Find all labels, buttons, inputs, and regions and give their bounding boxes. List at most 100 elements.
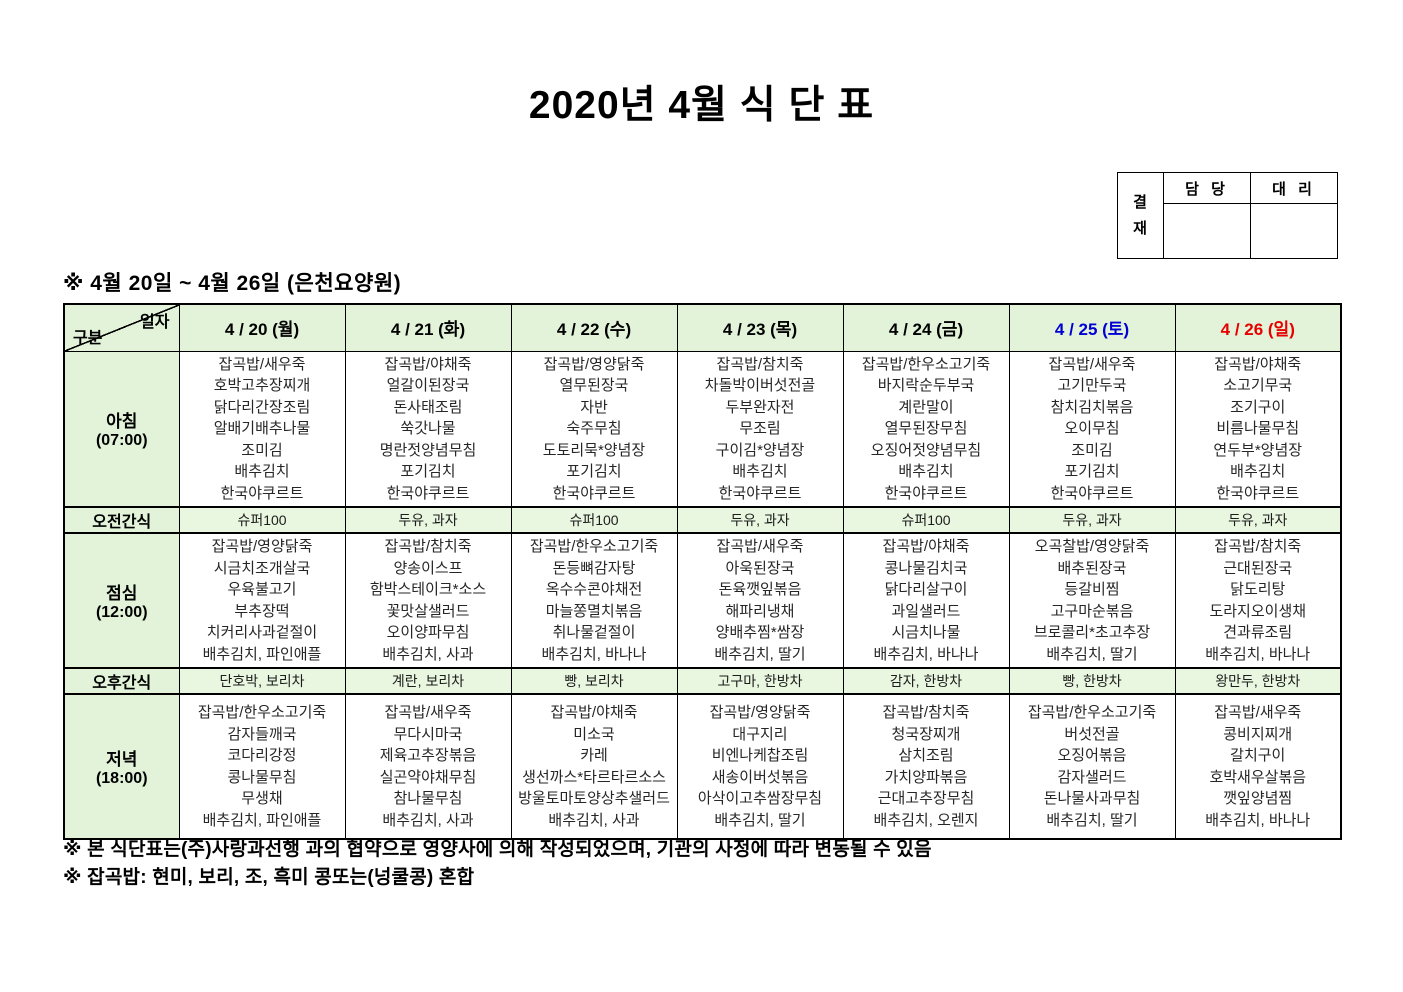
menu-item: 잡곡밥/한우소고기죽 bbox=[861, 355, 991, 373]
meal-row: 저녁 (18:00) 잡곡밥/한우소고기죽 감자들깨국 코다리강정 콩나물무침 무생채 배추김… bbox=[63, 693, 1342, 840]
snack-cell: 슈퍼100 bbox=[510, 506, 678, 534]
snack-cell: 계란, 보리차 bbox=[344, 667, 512, 695]
approval-header-row: 담 당 대 리 bbox=[1164, 173, 1337, 203]
menu-item: 도라지오이생채 bbox=[1209, 602, 1307, 620]
menu-item: 한국야쿠르트 bbox=[1050, 484, 1134, 502]
menu-item: 돈사태조림 bbox=[393, 398, 463, 416]
day-header-5: 4 / 24 (금) bbox=[842, 303, 1010, 352]
corner-label-category: 구분 bbox=[73, 329, 103, 347]
menu-item: 열무된장무침 bbox=[884, 420, 968, 437]
menu-cell: 잡곡밥/영양닭죽 열무된장국 자반 숙주무침 도토리묵*양념장 포기김치 한국야쿠르트 bbox=[510, 350, 678, 508]
approval-columns: 담 당 대 리 bbox=[1164, 173, 1337, 258]
snack-cell: 두유, 과자 bbox=[676, 506, 844, 534]
menu-cell: 잡곡밥/새우죽 콩비지찌개 갈치구이 호박새우살볶음 깻잎양념찜 배추김치, 바나나 bbox=[1174, 693, 1342, 840]
snack-row: 오후간식 단호박, 보리차 계란, 보리차 빵, 보리차 고구마, 한방차 감자, 한방차… bbox=[63, 667, 1342, 695]
menu-item: 한국야쿠르트 bbox=[552, 484, 636, 502]
menu-item: 배추김치, 바나나 bbox=[873, 645, 979, 663]
menu-item: 오이양파무침 bbox=[386, 624, 470, 641]
menu-item: 배추김치 bbox=[732, 463, 788, 480]
menu-item: 포기김치 bbox=[1064, 463, 1120, 480]
menu-item: 잡곡밥/참치죽 bbox=[1214, 538, 1302, 555]
menu-cell: 잡곡밥/참치죽 청국장찌개 삼치조림 가치양파볶음 근대고추장무침 배추김치, 오렌지 bbox=[842, 693, 1010, 840]
menu-item: 포기김치 bbox=[400, 463, 456, 480]
approval-signature-row bbox=[1164, 203, 1337, 258]
menu-item: 배추김치, 사과 bbox=[548, 811, 640, 829]
menu-cell: 잡곡밥/새우죽 호박고추장찌개 닭다리간장조림 알배기배추나물 조미김 배추김치 한국야쿠르… bbox=[178, 350, 346, 508]
menu-item: 미소국 bbox=[573, 725, 615, 743]
menu-cell: 잡곡밥/새우죽 아욱된장국 돈육깻잎볶음 해파리냉채 양배추찜*쌈장 배추김치, 딸기 bbox=[676, 532, 844, 669]
week-range-subtitle: ※ 4월 20일 ~ 4월 26일 (은천요양원) bbox=[63, 272, 402, 295]
snack-cell: 빵, 한방차 bbox=[1008, 667, 1176, 695]
approval-signature-cell-1 bbox=[1164, 204, 1251, 258]
menu-item: 잡곡밥/새우죽 bbox=[1048, 355, 1136, 373]
menu-item: 양배추찜*쌈장 bbox=[715, 624, 805, 641]
menu-item: 얼갈이된장국 bbox=[386, 377, 470, 394]
menu-cell: 오곡찰밥/영양닭죽 배추된장국 등갈비찜 고구마순볶음 브로콜리*초고추장 배추김치, 딸… bbox=[1008, 532, 1176, 669]
menu-cell: 잡곡밥/새우죽 고기만두국 참치김치볶음 오이무침 조미김 포기김치 한국야쿠르트 bbox=[1008, 350, 1176, 508]
menu-item: 잡곡밥/야채죽 bbox=[384, 355, 472, 373]
approval-signature-cell-2 bbox=[1251, 204, 1337, 258]
menu-item: 돈육깻잎볶음 bbox=[718, 581, 802, 598]
snack-cell: 고구마, 한방차 bbox=[676, 667, 844, 695]
menu-item: 제육고추장볶음 bbox=[379, 747, 477, 764]
menu-item: 실곤약야채무침 bbox=[379, 768, 477, 786]
menu-item: 잡곡밥/한우소고기죽 bbox=[1027, 704, 1157, 721]
menu-item: 조기구이 bbox=[1230, 398, 1286, 416]
approval-col-in-charge: 담 당 bbox=[1164, 173, 1251, 203]
menu-item: 조미김 bbox=[1071, 441, 1113, 459]
menu-cell: 잡곡밥/새우죽 무다시마국 제육고추장볶음 실곤약야채무침 참나물무침 배추김치, 사과 bbox=[344, 693, 512, 840]
menu-item: 바지락순두부국 bbox=[877, 377, 975, 394]
snack-cell: 감자, 한방차 bbox=[842, 667, 1010, 695]
menu-item: 치커리사과겉절이 bbox=[206, 624, 318, 641]
menu-item: 감자샐러드 bbox=[1057, 768, 1127, 786]
menu-item: 배추김치, 파인애플 bbox=[202, 811, 322, 829]
menu-item: 잡곡밥/새우죽 bbox=[716, 538, 804, 555]
menu-item: 명란젓양념무침 bbox=[379, 441, 477, 459]
page-title: 2020년 4월 식 단 표 bbox=[528, 84, 875, 127]
approval-label-char2: 재 bbox=[1133, 219, 1148, 237]
menu-item: 연두부*양념장 bbox=[1213, 441, 1303, 459]
menu-item: 한국야쿠르트 bbox=[386, 484, 470, 502]
menu-item: 배추김치, 사과 bbox=[382, 645, 474, 663]
menu-item: 잡곡밥/참치죽 bbox=[716, 355, 804, 373]
menu-item: 비엔나케찹조림 bbox=[711, 747, 809, 764]
menu-item: 한국야쿠르트 bbox=[1216, 484, 1300, 502]
menu-item: 배추김치, 딸기 bbox=[1046, 811, 1138, 829]
day-header-6: 4 / 25 (토) bbox=[1008, 303, 1176, 352]
menu-item: 잡곡밥/참치죽 bbox=[384, 538, 472, 555]
menu-item: 고구마순볶음 bbox=[1050, 602, 1134, 620]
menu-item: 시금치조개살국 bbox=[213, 559, 311, 577]
menu-item: 해파리냉채 bbox=[725, 602, 795, 620]
menu-item: 코다리강정 bbox=[227, 747, 297, 764]
menu-item: 잡곡밥/한우소고기죽 bbox=[197, 704, 327, 721]
menu-item: 꽃맛살샐러드 bbox=[386, 602, 470, 620]
snack-cell: 단호박, 보리차 bbox=[178, 667, 346, 695]
day-header-7: 4 / 26 (일) bbox=[1174, 303, 1342, 352]
menu-item: 시금치나물 bbox=[891, 624, 961, 641]
menu-item: 배추김치 bbox=[234, 463, 290, 480]
menu-item: 잡곡밥/영양닭죽 bbox=[211, 538, 313, 555]
menu-item: 배추김치, 바나나 bbox=[541, 645, 647, 663]
meal-time: (07:00) bbox=[95, 432, 148, 450]
day-header-3: 4 / 22 (수) bbox=[510, 303, 678, 352]
menu-item: 구이김*양념장 bbox=[715, 441, 805, 459]
menu-table: 일자 구분 4 / 20 (월) 4 / 21 (화) 4 / 22 (수) 4 / … bbox=[63, 303, 1342, 840]
menu-item: 새송이버섯볶음 bbox=[711, 768, 809, 786]
menu-item: 방울토마토양상추샐러드 bbox=[518, 790, 670, 807]
snack-cell: 두유, 과자 bbox=[344, 506, 512, 534]
menu-item: 가치양파볶음 bbox=[884, 768, 968, 786]
menu-item: 배추김치, 오렌지 bbox=[873, 811, 979, 829]
menu-cell: 잡곡밥/영양닭죽 시금치조개살국 우육불고기 부추장떡 치커리사과겉절이 배추김치, 파인… bbox=[178, 532, 346, 669]
menu-item: 잡곡밥/영양닭죽 bbox=[543, 355, 645, 373]
menu-item: 알배기배추나물 bbox=[213, 420, 311, 437]
menu-item: 한국야쿠르트 bbox=[718, 484, 802, 502]
menu-item: 차돌박이버섯전골 bbox=[704, 377, 816, 394]
menu-item: 잡곡밥/참치죽 bbox=[882, 704, 970, 721]
meal-name: 저녁 bbox=[106, 750, 138, 769]
meal-row: 점심 (12:00) 잡곡밥/영양닭죽 시금치조개살국 우육불고기 부추장떡 치커리사과겉절… bbox=[63, 532, 1342, 669]
menu-cell: 잡곡밥/야채죽 소고기무국 조기구이 비름나물무침 연두부*양념장 배추김치 한국야쿠르트 bbox=[1174, 350, 1342, 508]
menu-item: 포기김치 bbox=[566, 463, 622, 480]
footnote-grain-rice: ※ 잡곡밥: 현미, 보리, 조, 흑미 콩또는(넝쿨콩) 혼합 bbox=[63, 867, 475, 888]
snack-row: 오전간식 슈퍼100 두유, 과자 슈퍼100 두유, 과자 슈퍼100 두유, 과자 두유,… bbox=[63, 506, 1342, 534]
